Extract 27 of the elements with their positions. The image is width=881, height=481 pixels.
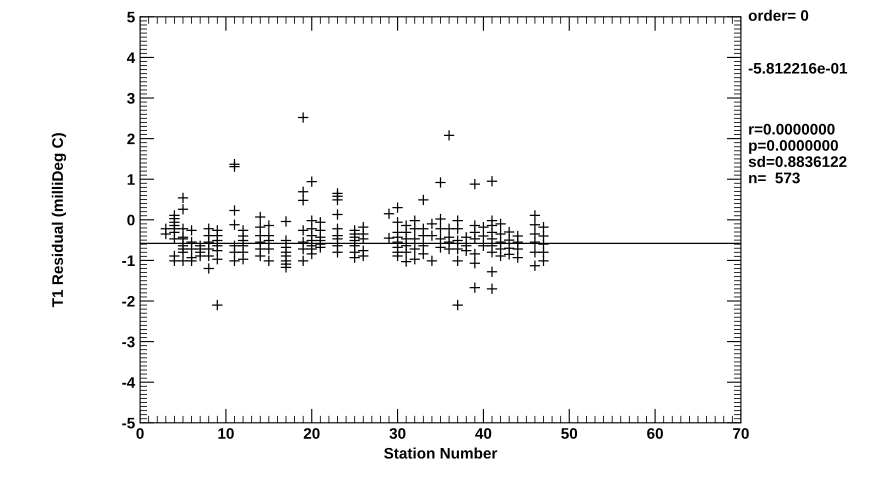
text: -5.812216e-01 <box>748 62 848 74</box>
x-tick-label: 50 <box>561 428 578 439</box>
y-tick-label: -2 <box>122 296 135 307</box>
y-tick-label: 5 <box>127 12 135 23</box>
text: p=0.0000000 <box>749 140 838 154</box>
x-tick-label: 10 <box>218 428 234 439</box>
y-tick-label: 1 <box>128 174 135 185</box>
text: r=0.0000000 <box>749 124 835 135</box>
y-tick-label: 0 <box>127 214 135 226</box>
x-tick-label: 60 <box>647 428 663 439</box>
x-tick-label: 30 <box>389 428 406 439</box>
y-tick-label: 3 <box>127 92 135 104</box>
y-axis-title: T1 Residual (milliDeg C) <box>52 133 66 308</box>
y-tick-label: -3 <box>122 336 135 348</box>
y-tick-label: -5 <box>122 418 135 428</box>
x-axis-title: Station Number <box>384 447 498 459</box>
y-tick-label: -1 <box>122 255 135 266</box>
text: sd=0.8836122 <box>748 156 846 168</box>
y-tick-label: -4 <box>122 377 136 388</box>
x-tick-label: 0 <box>136 428 144 439</box>
y-tick-label: 4 <box>126 52 136 63</box>
x-tick-label: 40 <box>475 428 492 439</box>
x-tick-label: 70 <box>733 428 749 439</box>
y-tick-label: 2 <box>127 133 135 144</box>
text: order= 0 <box>748 10 808 21</box>
x-tick-label: 20 <box>304 428 320 439</box>
text: n= 573 <box>749 172 800 184</box>
